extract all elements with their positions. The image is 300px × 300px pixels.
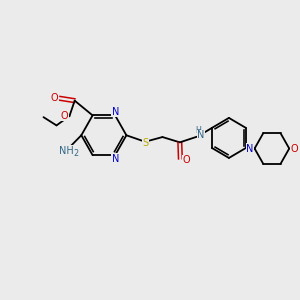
Text: O: O bbox=[61, 111, 68, 121]
Text: NH: NH bbox=[59, 146, 74, 156]
Text: H: H bbox=[195, 126, 201, 135]
Text: N: N bbox=[246, 143, 254, 154]
Text: S: S bbox=[143, 138, 149, 148]
Text: N: N bbox=[112, 154, 119, 164]
Text: 2: 2 bbox=[73, 149, 78, 158]
Text: O: O bbox=[182, 155, 190, 165]
Text: O: O bbox=[51, 93, 59, 103]
Text: N: N bbox=[112, 107, 119, 117]
Text: O: O bbox=[290, 143, 298, 154]
Text: N: N bbox=[197, 130, 205, 140]
